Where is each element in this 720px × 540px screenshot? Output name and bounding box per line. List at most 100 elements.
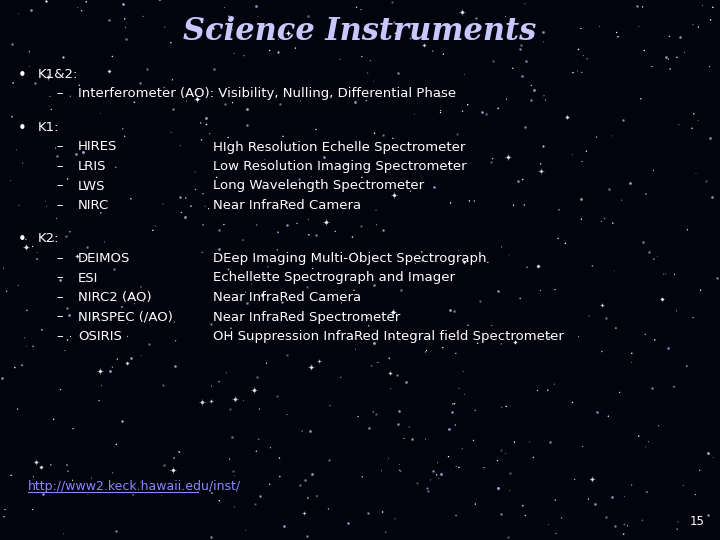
Point — [0, 0, 6, 5]
Text: LRIS: LRIS — [78, 160, 107, 173]
Point — [0, 0, 6, 5]
Point — [0, 0, 6, 4]
Point — [0, 0, 6, 5]
Point — [0, 0, 6, 5]
Point — [0, 0, 6, 5]
Point — [0, 0, 6, 5]
Point — [0, 0, 6, 5]
Point — [0, 0, 6, 5]
Point — [0, 0, 6, 5]
Point — [0, 0, 6, 5]
Text: Low Resolution Imaging Spectrometer: Low Resolution Imaging Spectrometer — [213, 160, 467, 173]
Point — [0, 0, 6, 5]
Point — [0, 0, 6, 5]
Point — [0, 0, 6, 5]
Point — [0, 0, 6, 4]
Point — [0, 0, 6, 5]
Point — [0, 0, 6, 5]
Point — [0, 0, 6, 5]
Point — [0, 0, 6, 5]
Point — [0, 0, 6, 5]
Point — [0, 0, 6, 5]
Point — [0, 0, 6, 5]
Point — [0, 0, 6, 4]
Point — [0, 0, 6, 5]
Text: NIRC2 (AO): NIRC2 (AO) — [78, 291, 152, 304]
Point — [0, 0, 6, 5]
Point — [0, 0, 6, 4]
Point — [0, 0, 6, 5]
Point — [0, 0, 6, 5]
Point — [0, 0, 6, 4]
Point — [0, 0, 6, 5]
Point — [0, 0, 6, 5]
Point — [0, 0, 6, 4]
Point — [0, 0, 6, 5]
Point — [0, 0, 6, 5]
Point — [0, 0, 6, 5]
Text: ESI: ESI — [78, 272, 99, 285]
Point — [0, 0, 6, 5]
Point — [0, 0, 6, 5]
Point — [0, 0, 6, 5]
Point — [0, 0, 6, 5]
Point — [0, 0, 6, 5]
Point — [0, 0, 6, 5]
Point — [0, 0, 6, 5]
Point — [0, 0, 6, 5]
Point — [0, 0, 6, 4]
Point — [0, 0, 6, 5]
Point — [0, 0, 6, 5]
Point — [0, 0, 6, 4]
Point — [0, 0, 6, 5]
Point — [0, 0, 6, 4]
Point — [0, 0, 6, 5]
Point — [0, 0, 6, 5]
Point — [0, 0, 6, 5]
Point — [0, 0, 6, 4]
Point — [0, 0, 6, 5]
Point — [0, 0, 6, 5]
Point — [0, 0, 6, 5]
Point — [0, 0, 6, 5]
Point — [0, 0, 6, 4]
Text: K1&2:: K1&2: — [38, 68, 78, 81]
Point — [0, 0, 6, 5]
Point — [0, 0, 6, 4]
Point — [0, 0, 6, 5]
Point — [0, 0, 6, 4]
Point — [0, 0, 6, 5]
Point — [0, 0, 6, 5]
Point — [0, 0, 6, 5]
Text: http://www2.keck.hawaii.edu/inst/: http://www2.keck.hawaii.edu/inst/ — [28, 480, 241, 493]
Point — [0, 0, 6, 5]
Point — [0, 0, 6, 4]
Point — [0, 0, 6, 4]
Point — [0, 0, 6, 4]
Point — [0, 0, 6, 5]
Point — [0, 0, 6, 4]
Point — [0, 0, 6, 5]
Point — [0, 0, 6, 5]
Point — [0, 0, 6, 5]
Point — [0, 0, 6, 4]
Text: Near InfraRed Camera: Near InfraRed Camera — [213, 291, 361, 304]
Point — [0, 0, 6, 4]
Point — [0, 0, 6, 5]
Point — [0, 0, 6, 5]
Point — [0, 0, 6, 5]
Point — [0, 0, 6, 4]
Point — [0, 0, 6, 4]
Point — [0, 0, 6, 5]
Point — [0, 0, 6, 5]
Point — [0, 0, 6, 5]
Point — [0, 0, 6, 5]
Text: Long Wavelength Spectrometer: Long Wavelength Spectrometer — [213, 179, 424, 192]
Point — [0, 0, 6, 5]
Point — [0, 0, 6, 5]
Point — [0, 0, 6, 5]
Point — [0, 0, 6, 4]
Point — [0, 0, 6, 4]
Point — [0, 0, 6, 5]
Point — [0, 0, 6, 5]
